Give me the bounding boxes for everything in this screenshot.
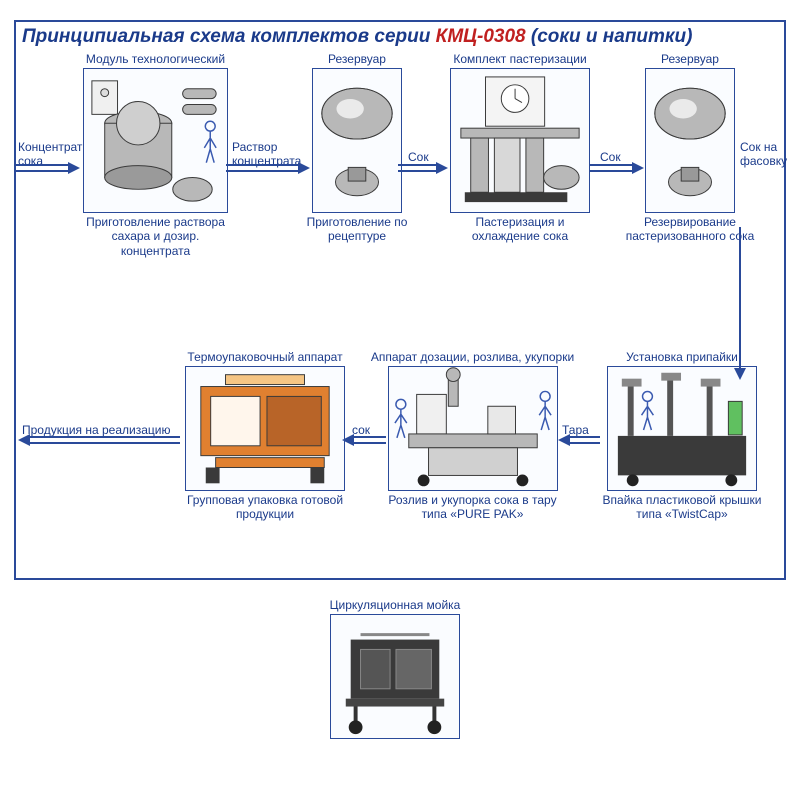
stage-bottom-label: Резервированиепастеризованного сока (625, 215, 755, 244)
stage-reservoir-1: Резервуар Приготовление порецептуре (302, 52, 412, 244)
equip-box (388, 366, 558, 491)
equip-box (645, 68, 735, 213)
title-suffix: (соки и напитки) (526, 26, 693, 47)
equip-box (185, 366, 345, 491)
stage-bottom-label: Впайка пластиковой крышкитипа «TwistCap» (597, 493, 767, 522)
equip-box (607, 366, 757, 491)
stage-top-label: Резервуар (302, 52, 412, 66)
equip-box (330, 614, 460, 739)
stage-solder: Установка припайки Впайка пластиковой кр… (597, 350, 767, 522)
stage-pasteurize: Комплект пастеризации Пастеризация иохла… (440, 52, 600, 244)
stage-filling: Аппарат дозации, розлива, укупорки Розли… (365, 350, 580, 522)
equip-box (312, 68, 402, 213)
stage-bottom-label: Групповая упаковка готовойпродукции (170, 493, 360, 522)
stage-wash: Циркуляционная мойка (310, 598, 480, 739)
title-highlight: КМЦ-0308 (436, 26, 526, 47)
stage-thermo: Термоупаковочный аппарат Групповая упако… (170, 350, 360, 522)
flow-out: Продукция на реализацию (22, 423, 170, 437)
equip-box (450, 68, 590, 213)
stage-tech-module: Модуль технологический Приготовление рас… (78, 52, 233, 258)
stage-bottom-label: Приготовление растворасахара и дозир. ко… (78, 215, 233, 258)
title-prefix: Принципиальная схема комплектов серии (22, 26, 436, 47)
stage-bottom-label: Приготовление порецептуре (302, 215, 412, 244)
diagram-title: Принципиальная схема комплектов серии КМ… (22, 26, 692, 48)
flow-12: Растворконцентрата (232, 140, 308, 169)
stage-reservoir-2: Резервуар Резервированиепастеризованного… (625, 52, 755, 244)
stage-top-label: Резервуар (625, 52, 755, 66)
equip-box (83, 68, 228, 213)
flow-in: Концентратсока (18, 140, 78, 169)
stage-bottom-label: Розлив и укупорка сока в тарутипа «PURE … (365, 493, 580, 522)
stage-top-label: Установка припайки (597, 350, 767, 364)
stage-top-label: Аппарат дозации, розлива, укупорки (365, 350, 580, 364)
stage-top-label: Термоупаковочный аппарат (170, 350, 360, 364)
stage-top-label: Модуль технологический (78, 52, 233, 66)
stage-top-label: Комплект пастеризации (440, 52, 600, 66)
stage-top-label: Циркуляционная мойка (310, 598, 480, 612)
stage-bottom-label: Пастеризация иохлаждение сока (440, 215, 600, 244)
flow-34: Сок (600, 150, 621, 164)
